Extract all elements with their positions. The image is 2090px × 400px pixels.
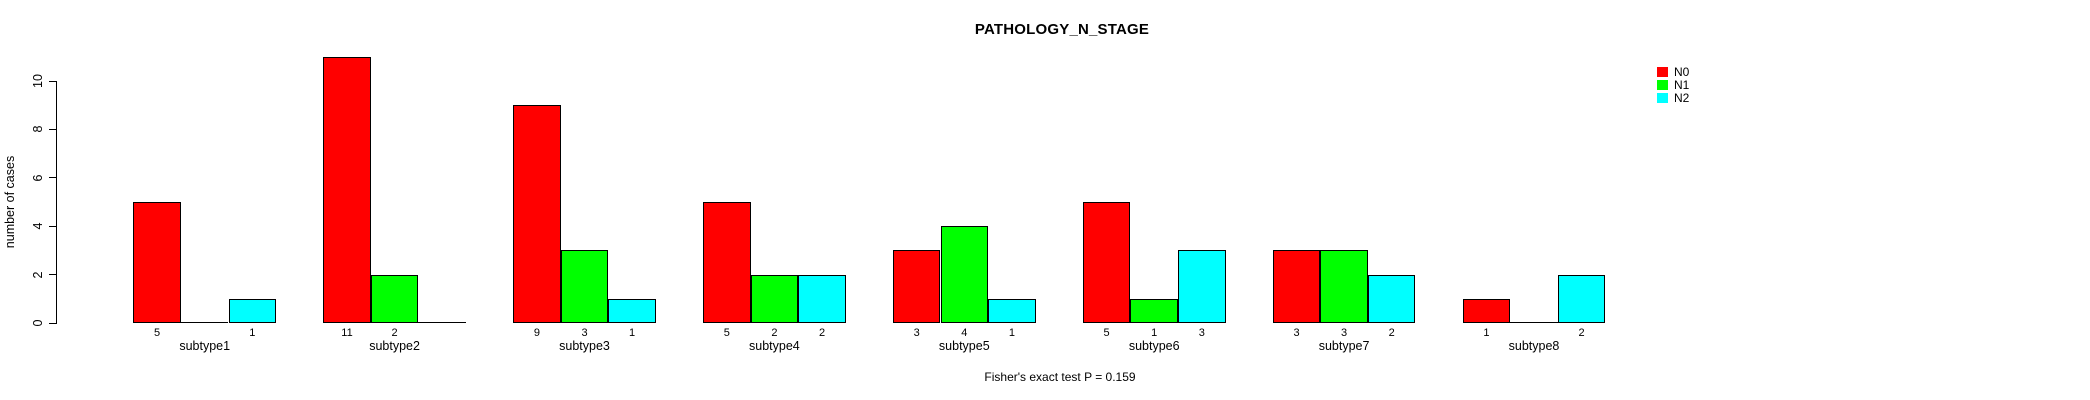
bar-value-label: 1 (1151, 327, 1158, 339)
bar-N2-subtype4 (798, 274, 846, 323)
bar-value-label: 2 (818, 327, 826, 339)
bar-value-label: 5 (1103, 327, 1110, 339)
bar-N1-subtype4 (750, 274, 799, 323)
bar-value-label: 1 (1008, 327, 1015, 339)
bar-N2-subtype1 (228, 298, 277, 323)
bar-N0-subtype7 (1272, 250, 1321, 323)
bar-value-label: 2 (391, 327, 398, 339)
bar-value-label: 3 (1198, 327, 1205, 339)
category-label-subtype8: subtype8 (1508, 339, 1560, 353)
category-label-subtype5: subtype5 (938, 339, 990, 353)
bar-N1-subtype2 (370, 274, 419, 323)
category-label-subtype3: subtype3 (559, 339, 610, 353)
bar-value-label: 2 (1388, 327, 1395, 339)
y-tick (49, 225, 56, 227)
bar-value-label: 3 (1341, 327, 1348, 339)
zero-bar-line (180, 322, 229, 323)
bar-value-label: 5 (723, 327, 730, 339)
bar-N2-subtype6 (1178, 250, 1226, 323)
bar-N1-subtype5 (940, 226, 989, 323)
legend-label: N1 (1674, 77, 1690, 92)
legend-swatch-N0 (1657, 66, 1668, 77)
category-label-subtype7: subtype7 (1318, 339, 1370, 353)
bar-N0-subtype4 (703, 202, 751, 323)
legend-item-N0: N0 (1657, 65, 1689, 78)
zero-bar-line (1510, 322, 1558, 323)
y-tick (49, 177, 56, 179)
y-tick-label: 6 (31, 174, 45, 182)
y-tick-label: 2 (31, 271, 45, 279)
bar-value-label: 1 (629, 327, 636, 339)
category-label-subtype2: subtype2 (369, 339, 420, 353)
legend: N0 N1 N2 (1657, 65, 1689, 104)
y-tick (49, 274, 56, 276)
y-tick (49, 128, 56, 130)
bar-value-label: 3 (1293, 327, 1300, 339)
bar-value-label: 2 (771, 327, 778, 339)
bar-N2-subtype7 (1367, 274, 1416, 323)
bar-value-label: 2 (1578, 327, 1585, 339)
bar-value-label: 11 (341, 327, 353, 339)
y-tick-label: 8 (31, 125, 45, 133)
bar-N1-subtype6 (1130, 298, 1178, 323)
y-tick-label: 10 (31, 74, 45, 88)
bar-value-label: 1 (249, 327, 256, 339)
legend-item-N2: N2 (1657, 91, 1689, 104)
zero-bar-line (418, 322, 466, 323)
bar-value-label: 1 (1483, 327, 1490, 339)
legend-label: N0 (1674, 64, 1690, 79)
y-tick (49, 80, 56, 82)
legend-swatch-N1 (1657, 79, 1668, 90)
footnote: Fisher's exact test P = 0.159 (984, 370, 1136, 384)
y-tick-label: 0 (31, 319, 45, 327)
bar-value-label: 3 (581, 327, 588, 339)
bar-N0-subtype6 (1082, 202, 1131, 323)
bar-value-label: 9 (533, 327, 540, 339)
bar-N0-subtype5 (892, 250, 941, 323)
bar-N2-subtype3 (608, 298, 656, 323)
bar-value-label: 3 (913, 327, 920, 339)
category-label-subtype6: subtype6 (1128, 339, 1180, 353)
y-axis-label: number of cases (3, 155, 17, 249)
category-label-subtype4: subtype4 (749, 339, 800, 353)
legend-item-N1: N1 (1657, 78, 1689, 91)
bar-N2-subtype5 (988, 298, 1036, 323)
legend-swatch-N2 (1657, 92, 1668, 103)
bar-value-label: 4 (961, 327, 968, 339)
category-label-subtype1: subtype1 (179, 339, 231, 353)
y-axis-line (56, 81, 57, 324)
bar-value-label: 5 (154, 327, 161, 339)
bar-N2-subtype8 (1557, 274, 1606, 323)
bar-N0-subtype8 (1462, 298, 1511, 323)
bar-N1-subtype7 (1320, 250, 1368, 323)
y-tick-label: 4 (31, 222, 45, 230)
bar-N1-subtype3 (560, 250, 609, 323)
bar-N0-subtype2 (323, 56, 371, 323)
bar-N0-subtype1 (133, 202, 181, 323)
y-tick (49, 322, 56, 324)
legend-label: N2 (1674, 90, 1690, 105)
bar-N0-subtype3 (513, 105, 561, 323)
chart-title: PATHOLOGY_N_STAGE (974, 21, 1150, 38)
